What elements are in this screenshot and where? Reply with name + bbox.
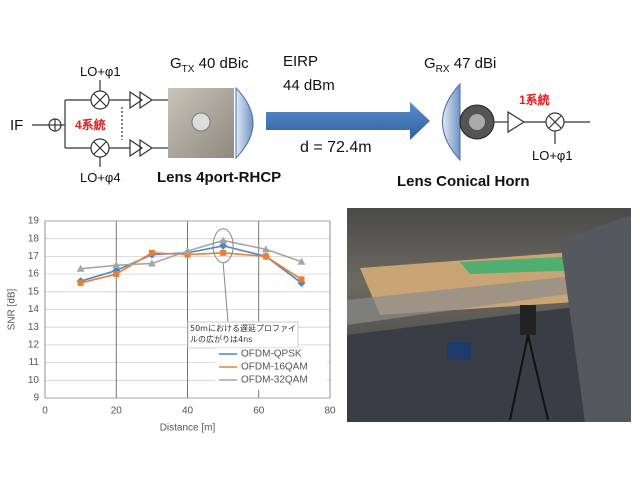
y-tick-label: 10: [28, 375, 40, 386]
x-tick-label: 20: [111, 406, 123, 417]
y-tick-label: 16: [28, 269, 40, 280]
tx-port: [191, 112, 211, 132]
gain-value: 47 dBi: [450, 55, 497, 72]
annotation: 50mにおける遅延プロファイルの広がりは4ns: [190, 324, 296, 344]
y-tick-label: 18: [28, 233, 40, 244]
legend-label: OFDM-QPSK: [241, 349, 302, 360]
x-tick-label: 80: [324, 406, 336, 417]
data-point: [147, 259, 156, 267]
eirp-label: EIRP: [283, 53, 318, 70]
lo-label: LO+φ4: [80, 170, 121, 185]
gain-sub: RX: [436, 64, 450, 75]
gain-symbol: G: [424, 55, 436, 72]
data-point: [183, 247, 192, 255]
lo-label: LO+φ1: [532, 148, 573, 163]
antenna-label: Lens 4port-RHCP: [157, 169, 281, 186]
legend-label: OFDM-16QAM: [241, 362, 308, 373]
rx-horn-core: [469, 114, 485, 130]
data-point: [297, 257, 306, 265]
data-point: [77, 279, 84, 286]
y-tick-label: 12: [28, 340, 40, 351]
y-tick-label: 11: [29, 357, 40, 368]
x-tick-label: 40: [182, 406, 194, 417]
data-point: [148, 249, 155, 256]
annotation-text: 50mにおける遅延プロファイルの広がりは4ns: [190, 324, 296, 344]
tx-lens: [235, 86, 254, 160]
channel-count: 1系統: [519, 92, 550, 107]
data-point: [298, 276, 305, 283]
annotation-leader: [222, 262, 229, 323]
data-point: [113, 271, 120, 278]
y-axis-label: SNR [dB]: [7, 288, 18, 330]
data-point: [261, 245, 270, 253]
y-tick-label: 19: [28, 216, 40, 227]
photo: [347, 208, 631, 422]
channel-count: 4系統: [75, 117, 106, 132]
x-tick-label: 0: [42, 406, 48, 417]
eirp-value: 44 dBm: [283, 77, 335, 94]
chart: 9 10 11 12 13 14 15 16 17 18 19 0 20 40 60 80 Distance […: [7, 216, 336, 434]
data-point: [262, 253, 269, 260]
legend-box: [215, 348, 327, 390]
diagram-labels: IF LO+φ1 LO+φ4 4系統 GTX 40 dBic EIRP 44 d…: [10, 53, 573, 190]
plot-frame: [44, 220, 331, 399]
data-point: [220, 249, 227, 256]
y-tick-label: 9: [33, 393, 39, 404]
y-tick-label: 15: [28, 286, 40, 297]
annotation-box: [187, 321, 299, 349]
data-point: [219, 236, 228, 244]
antenna-label: Lens Conical Horn: [397, 173, 530, 190]
data-point: [219, 241, 228, 250]
distance-label: d = 72.4m: [300, 139, 372, 156]
tx-chain: [32, 80, 168, 167]
lo-label: LO+φ1: [80, 64, 121, 79]
rx-lens: [442, 82, 461, 162]
data-point: [76, 264, 85, 272]
beam-arrow: [266, 102, 430, 140]
gain-label: GRX 47 dBi: [424, 55, 496, 75]
y-tick-label: 17: [28, 251, 40, 262]
gain-sub: TX: [182, 64, 195, 75]
x-tick-label: 60: [253, 406, 265, 417]
gain-value: 40 dBic: [194, 55, 249, 72]
y-tick-label: 13: [28, 322, 40, 333]
legend-label: OFDM-32QAM: [241, 375, 308, 386]
gain-symbol: G: [170, 55, 182, 72]
y-tick-label: 14: [28, 304, 40, 315]
rx-chain: [494, 110, 590, 144]
gain-label: GTX 40 dBic: [170, 55, 249, 75]
data-point: [112, 261, 121, 269]
if-label: IF: [10, 117, 23, 134]
x-axis-label: Distance [m]: [160, 423, 216, 434]
